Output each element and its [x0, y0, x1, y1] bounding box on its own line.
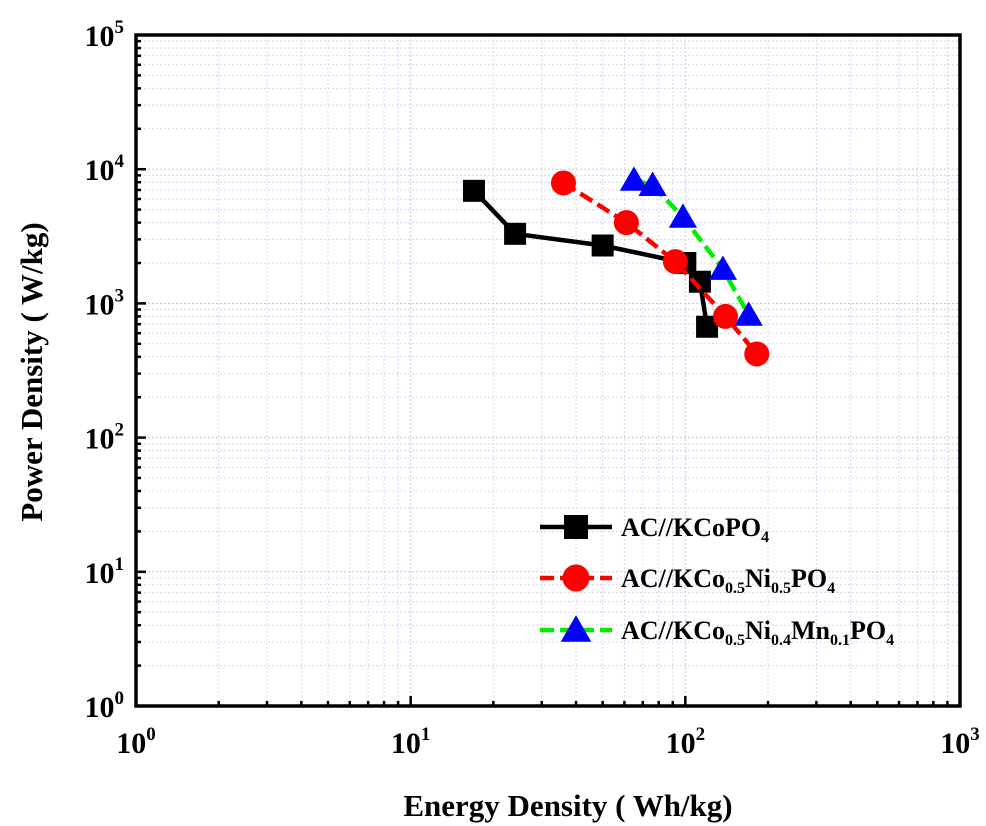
y-tick-label: 104 [85, 151, 125, 187]
tick-marks [134, 39, 949, 708]
triangle-marker [708, 255, 738, 280]
circle-marker [550, 170, 576, 196]
legend-label: AC//KCo0.5Ni0.4Mn0.1PO4 [621, 616, 894, 649]
tick-labels: 100 101 102 103 100 101 102 103 104 105 [85, 17, 980, 760]
legend-item-1: AC//KCoPO4 [540, 513, 769, 546]
y-tick-label: 103 [85, 285, 125, 321]
x-tick-label: 103 [940, 724, 980, 760]
circle-marker [712, 303, 738, 329]
square-marker [696, 315, 719, 338]
plot-frame [134, 33, 962, 708]
circle-marker [562, 564, 590, 592]
square-marker [462, 179, 485, 202]
legend-label: AC//KCo0.5Ni0.5PO4 [621, 564, 835, 597]
triangle-marker [668, 203, 698, 228]
circle-marker [662, 249, 688, 275]
grid [136, 35, 960, 706]
triangle-marker [638, 171, 667, 196]
triangle-marker [619, 166, 649, 191]
legend-item-2: AC//KCo0.5Ni0.5PO4 [540, 564, 835, 597]
x-tick-label: 100 [116, 724, 156, 760]
circle-marker [744, 341, 770, 367]
triangle-marker [734, 301, 763, 326]
y-tick-label: 100 [85, 688, 125, 724]
series-3 [619, 166, 763, 326]
y-tick-label: 105 [85, 17, 125, 53]
y-tick-label: 102 [85, 420, 125, 456]
x-tick-label: 102 [666, 724, 706, 760]
legend: AC//KCoPO4 AC//KCo0.5Ni0.5PO4 AC//KCo0.5Ni… [540, 513, 894, 649]
x-axis-title: Energy Density ( Wh/kg) [403, 788, 732, 823]
x-tick-label: 101 [391, 724, 431, 760]
y-axis-title: Power Density ( W/kg) [14, 222, 49, 521]
series-2 [550, 170, 770, 367]
legend-label: AC//KCoPO4 [621, 513, 769, 546]
square-marker [591, 234, 614, 257]
series-layer [462, 166, 770, 367]
triangle-marker [560, 615, 592, 642]
square-marker [688, 270, 711, 293]
circle-marker [613, 210, 639, 236]
legend-item-3: AC//KCo0.5Ni0.4Mn0.1PO4 [540, 615, 894, 649]
square-marker [504, 222, 527, 245]
y-tick-label: 101 [85, 554, 125, 590]
square-marker [564, 515, 588, 539]
series-line [633, 177, 751, 317]
series-line [562, 180, 759, 356]
